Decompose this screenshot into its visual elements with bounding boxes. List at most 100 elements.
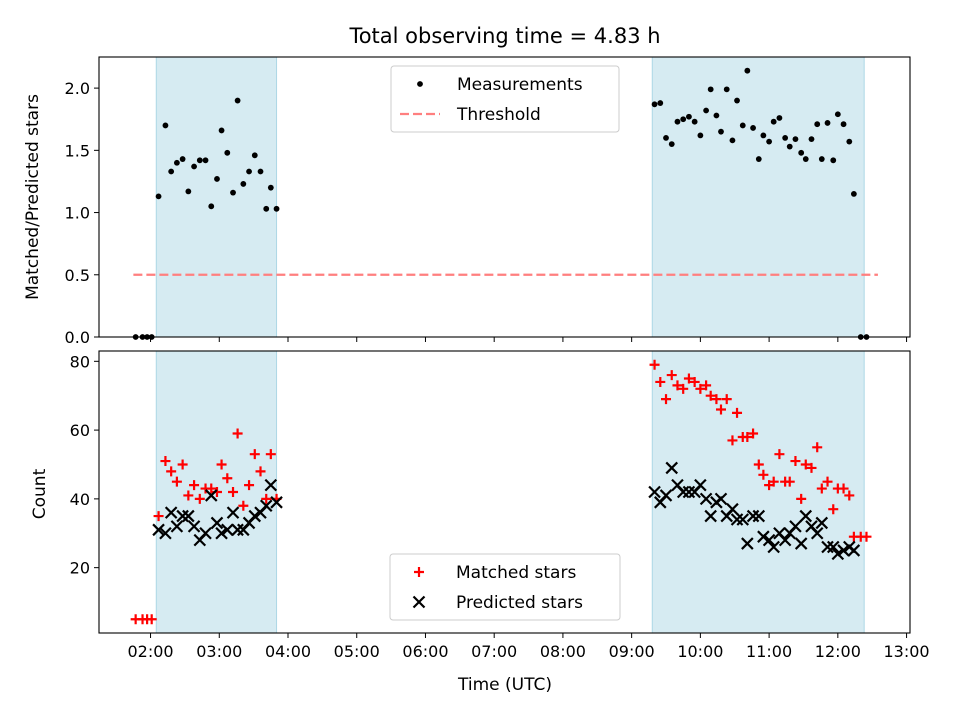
y-tick-label: 20 [70,559,90,578]
measurement-point [196,157,203,164]
matched-star-point [822,476,833,487]
predicted-star-point [676,485,690,499]
legend-box [389,553,621,621]
measurement-point [840,121,847,128]
predicted-star-point [199,526,212,540]
matched-star-point [861,531,872,542]
predicted-star-point [264,478,278,492]
measurement-point [824,120,831,126]
predicted-star-point [221,523,234,537]
measurement-point [173,159,180,166]
matched-star-point [206,483,217,494]
measurement-point [729,137,736,144]
x-tick-label: 03:00 [196,642,242,661]
measurement-point [776,115,783,121]
predicted-star-point [699,492,713,506]
measurement-point [691,118,698,125]
measurement-point [191,163,197,170]
predicted-star-point [757,530,770,543]
measurement-point [246,168,252,175]
matched-star-point [189,480,200,491]
predicted-star-point [159,526,172,540]
measurement-point [214,176,220,182]
legend-box [390,65,620,133]
predicted-star-point [726,502,739,516]
legend-marker-predicted [412,595,426,609]
measurement-point [240,181,247,187]
measurement-point [814,121,821,128]
matched-star-point [666,370,677,381]
measurement-point [179,156,186,162]
matched-star-point [183,490,194,501]
measurement-point [755,156,762,162]
matched-star-point [812,442,823,453]
predicted-star-point [741,537,754,550]
measurement-point [718,128,724,135]
matched-star-point [711,394,722,405]
predicted-star-point [746,509,760,523]
measurement-point [782,134,789,141]
predicted-star-point [259,499,273,513]
y-tick-label: 1.0 [65,204,90,223]
predicted-star-point [810,526,824,540]
measurement-point [230,189,236,196]
y-tick-label: 2.0 [65,79,90,98]
predicted-star-point [152,523,165,537]
matched-star-point [244,480,255,491]
matched-star-point [800,459,811,470]
predicted-star-point [837,544,850,557]
matched-star-point [695,383,706,394]
x-tick-label: 02:00 [127,642,173,661]
matched-star-point [222,473,233,484]
predicted-star-point [730,513,744,526]
matched-star-point [705,390,716,401]
top-y-axis-label: Matched/Predicted stars [23,94,43,300]
measurement-point [202,157,209,164]
matched-star-point [806,462,817,473]
predicted-star-point [799,509,813,523]
predicted-star-point [815,516,829,530]
measurement-point [766,138,773,145]
measurement-point [168,168,175,175]
matched-star-point [238,500,249,511]
matched-star-point [655,376,666,387]
y-tick-label: 80 [70,352,90,371]
predicted-star-point [694,478,707,492]
matched-star-point [649,359,660,370]
measurement-point [846,138,853,145]
matched-star-point [721,394,732,405]
predicted-star-point [187,520,201,533]
measurement-point [723,86,730,93]
matched-star-point [732,407,743,418]
axes-frame [98,56,911,338]
measurement-point [257,168,264,175]
matched-star-point [727,435,738,446]
predicted-star-point [847,544,861,557]
matched-star-point [844,490,855,501]
matched-star-point [216,459,227,470]
measurement-point [267,184,274,191]
legend-marker-matched [414,567,424,577]
x-tick-label: 06:00 [402,642,448,661]
x-tick-label: 04:00 [265,642,311,661]
measurement-point [686,113,692,120]
matched-star-point [160,456,171,467]
predicted-star-point [215,526,228,540]
matched-star-point [796,493,807,504]
measurement-point [834,111,841,118]
matched-star-point [261,493,272,504]
predicted-star-point [648,485,661,499]
matched-star-point [753,459,764,470]
bottom-panel: 20 40 60 80 02:00 03:00 04:00 05:00 06:00 07:00 08… [70,350,930,661]
series-measurements [132,67,870,340]
predicted-star-point [752,509,766,523]
matched-star-point [701,380,712,391]
x-tick-label: 09:00 [609,642,655,661]
x-tick-label: 08:00 [540,642,586,661]
measurement-point [750,125,756,131]
matched-star-point [715,404,726,415]
matched-star-point [661,394,672,405]
measurement-point [208,203,215,210]
predicted-star-point [821,540,834,554]
observing-window-span [651,56,865,338]
